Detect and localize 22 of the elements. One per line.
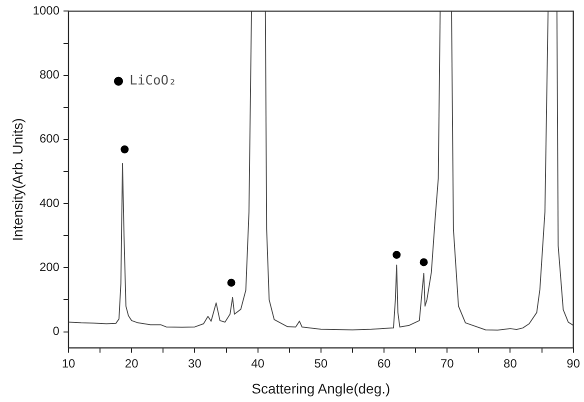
y-tick-label: 800 [39, 68, 60, 82]
x-tick-label: 80 [504, 356, 518, 370]
x-tick-label: 60 [377, 356, 392, 370]
y-tick-label: 600 [39, 132, 60, 146]
y-tick-label: 1000 [32, 4, 60, 18]
y-tick-label: 0 [52, 324, 60, 338]
point [120, 145, 129, 154]
y-axis-title: Intensity(Arb. Units) [9, 118, 26, 241]
x-tick-label: 20 [124, 356, 139, 370]
y-tick-label: 200 [39, 260, 60, 274]
x-tick-label: 40 [251, 356, 265, 370]
point [227, 278, 236, 287]
y-tick-label: 400 [39, 196, 60, 210]
x-tick-label: 70 [440, 356, 454, 370]
point [392, 250, 401, 259]
x-tick-label: 90 [566, 356, 580, 370]
legend-label: LiCoO₂ [129, 74, 176, 89]
x-tick-label: 50 [314, 356, 328, 370]
x-tick-label: 30 [188, 356, 202, 370]
point [420, 258, 428, 266]
x-axis-title: Scattering Angle(deg.) [252, 380, 390, 396]
x-tick-label: 10 [62, 356, 76, 370]
